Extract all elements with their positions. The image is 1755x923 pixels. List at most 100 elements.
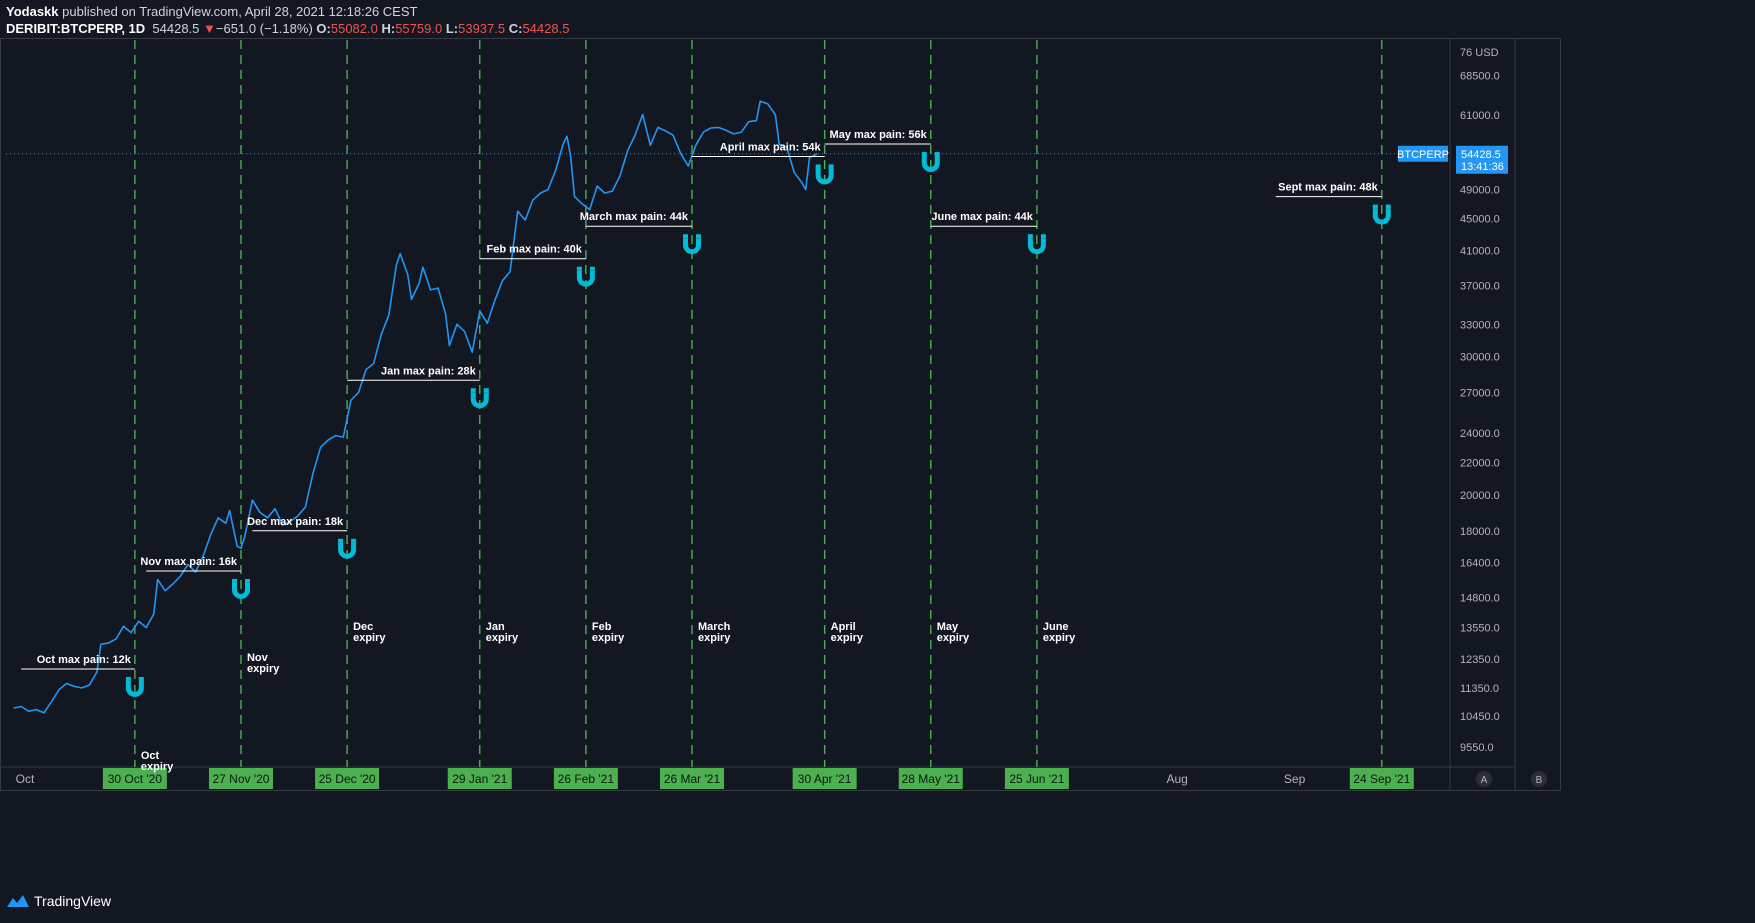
price-tick-label: 12350.0 <box>1460 654 1500 666</box>
expiry-word-label: expiry <box>831 632 864 644</box>
expiry-word-label: expiry <box>141 761 174 773</box>
price-tick-label: 11350.0 <box>1460 683 1499 695</box>
expiry-date-badge[interactable] <box>659 768 724 789</box>
price-tick-label: 20000.0 <box>1460 490 1500 502</box>
tradingview-footer[interactable]: TradingView <box>6 893 111 909</box>
max-pain-label: April max pain: 54k <box>720 141 822 153</box>
magnet-icon[interactable] <box>1372 208 1391 225</box>
magnet-icon[interactable] <box>470 392 489 409</box>
max-pain-label: Feb max pain: 40k <box>486 244 582 256</box>
magnet-icon <box>682 234 688 239</box>
expiry-date-label: 28 May '21 <box>902 772 961 786</box>
symbol-name: DERIBIT:BTCPERP, 1D <box>6 21 146 36</box>
magnet-icon[interactable] <box>231 582 250 599</box>
price-tick-label: 16400.0 <box>1460 558 1500 570</box>
footer-brand: TradingView <box>34 893 112 909</box>
magnet-icon <box>934 152 940 157</box>
price-tick-label: 45000.0 <box>1460 214 1500 226</box>
publish-info: Yodaskk published on TradingView.com, Ap… <box>6 4 417 19</box>
magnet-icon <box>470 388 476 393</box>
expiry-month-label: May <box>937 621 959 633</box>
expiry-word-label: expiry <box>937 632 970 644</box>
expiry-month-label: Dec <box>353 621 373 633</box>
magnet-icon <box>828 164 834 169</box>
high-label: H: <box>381 21 396 36</box>
max-pain-label: Oct max pain: 12k <box>37 654 132 666</box>
expiry-date-label: 24 Sep '21 <box>1353 772 1410 786</box>
price-tick-label: 61000.0 <box>1460 110 1500 122</box>
max-pain-label: Sept max pain: 48k <box>1278 182 1379 194</box>
max-pain-label: June max pain: 44k <box>931 211 1033 223</box>
max-pain-label: Jan max pain: 28k <box>381 365 477 377</box>
magnet-icon <box>815 164 821 169</box>
expiry-date-badge[interactable] <box>1004 768 1069 789</box>
price-tick-label: 37000.0 <box>1460 280 1500 292</box>
low-value: 53937.5 <box>458 21 506 36</box>
magnet-icon <box>138 676 144 681</box>
magnet-icon[interactable] <box>1027 238 1046 255</box>
price-tick-label: 13550.0 <box>1460 623 1500 635</box>
magnet-icon <box>338 538 344 543</box>
scale-button-a[interactable] <box>1476 771 1492 787</box>
tradingview-logo-icon <box>7 895 29 907</box>
expiry-date-badge[interactable] <box>1349 768 1414 789</box>
expiry-date-label: 25 Dec '20 <box>319 772 376 786</box>
max-pain-label: March max pain: 44k <box>580 211 689 223</box>
current-price-badge[interactable] <box>1456 145 1508 174</box>
magnet-icon[interactable] <box>682 238 701 255</box>
expiry-month-label: Nov <box>247 652 269 664</box>
scale-button-label: B <box>1536 775 1543 786</box>
price-tick-label: 33000.0 <box>1460 319 1500 331</box>
expiry-month-label: Oct <box>141 750 160 762</box>
close-label: C: <box>508 21 523 36</box>
expiry-word-label: expiry <box>486 632 519 644</box>
magnet-icon[interactable] <box>921 156 940 173</box>
magnet-icon <box>125 676 131 681</box>
price-axis-currency: 76 USD <box>1460 47 1499 59</box>
scale-button-b[interactable] <box>1531 771 1547 787</box>
time-tick-label: Oct <box>16 772 35 786</box>
magnet-icon[interactable] <box>338 542 357 559</box>
expiry-word-label: expiry <box>247 663 280 675</box>
expiry-date-badge[interactable] <box>553 768 618 789</box>
price-tick-label: 68500.0 <box>1460 70 1500 82</box>
magnet-icon[interactable] <box>576 270 595 287</box>
expiry-date-badge[interactable] <box>315 768 380 789</box>
magnet-icon <box>921 152 927 157</box>
magnet-icon <box>351 538 357 543</box>
magnet-icon <box>695 234 701 239</box>
expiry-date-badge[interactable] <box>898 768 963 789</box>
symbol-badge-label: BTCPERP <box>1397 149 1449 161</box>
low-label: L: <box>445 21 459 36</box>
expiry-month-label: June <box>1043 621 1069 633</box>
author-name[interactable]: Yodaskk <box>6 4 59 19</box>
price-tick-label: 27000.0 <box>1460 388 1500 400</box>
magnet-icon[interactable] <box>125 680 144 697</box>
expiry-date-badge[interactable] <box>447 768 512 789</box>
magnet-icon <box>589 266 595 271</box>
symbol-badge[interactable] <box>1398 145 1448 162</box>
expiry-date-badge[interactable] <box>208 768 273 789</box>
magnet-icon <box>1027 234 1033 239</box>
price-tick-label: 14800.0 <box>1460 593 1500 605</box>
max-pain-label: Nov max pain: 16k <box>140 556 237 568</box>
expiry-date-badge[interactable] <box>792 768 857 789</box>
magnet-icon <box>231 578 237 583</box>
last-price: 54428.5 <box>152 21 200 36</box>
price-tick-label: 49000.0 <box>1460 185 1500 197</box>
price-tick-label: 18000.0 <box>1460 526 1500 538</box>
current-price-label: 54428.5 <box>1461 149 1501 161</box>
btc-price-line[interactable] <box>13 100 818 714</box>
symbol-info: DERIBIT:BTCPERP, 1D 54428.5 ▼−651.0 (−1.… <box>6 21 569 36</box>
scale-button-label: A <box>1481 775 1488 786</box>
expiry-word-label: expiry <box>698 632 731 644</box>
magnet-icon[interactable] <box>815 168 834 185</box>
expiry-date-badge[interactable] <box>102 768 167 789</box>
price-tick-label: 41000.0 <box>1460 245 1500 257</box>
expiry-word-label: expiry <box>592 632 625 644</box>
magnet-icon <box>1372 204 1378 209</box>
expiry-month-label: March <box>698 621 731 633</box>
open-label: O: <box>316 21 331 36</box>
